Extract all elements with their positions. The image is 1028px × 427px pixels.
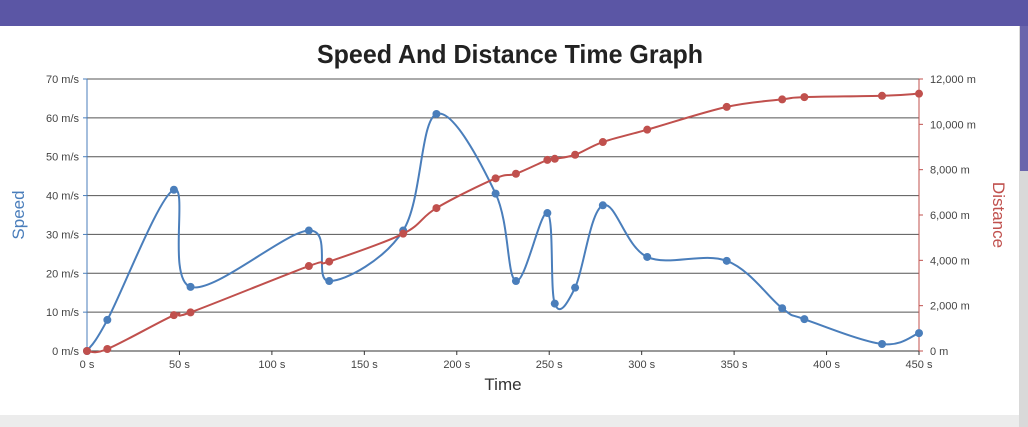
- y-tick-label: 70 m/s: [46, 74, 80, 86]
- speed-point[interactable]: [432, 109, 441, 118]
- chart-title: Speed And Distance Time Graph: [317, 39, 703, 69]
- x-tick-labels: 0 s 50 s 100 s 150 s 200 s 250 s 300 s 350 s 400…: [80, 351, 933, 371]
- distance-point[interactable]: [325, 257, 334, 266]
- x-tick-label: 350 s: [721, 359, 748, 371]
- distance-point[interactable]: [571, 150, 580, 159]
- distance-point[interactable]: [598, 138, 607, 147]
- y2-tick-label: 8,000 m: [930, 165, 970, 177]
- x-axis-title: Time: [484, 375, 521, 394]
- distance-point[interactable]: [800, 93, 809, 102]
- y2-axis-title: Distance: [989, 182, 1008, 248]
- x-tick-label: 250 s: [536, 359, 563, 371]
- speed-point[interactable]: [325, 277, 334, 286]
- distance-point[interactable]: [186, 308, 195, 317]
- speed-point[interactable]: [169, 185, 178, 194]
- y-tick-label: 20 m/s: [46, 268, 80, 280]
- x-tick-label: 300 s: [628, 359, 655, 371]
- y2-tick-label: 10,000 m: [930, 119, 976, 131]
- speed-point[interactable]: [491, 189, 500, 198]
- x-tick-label: 50 s: [169, 359, 190, 371]
- speed-point[interactable]: [800, 315, 809, 324]
- distance-point[interactable]: [511, 169, 520, 178]
- y2-tick-label: 2,000 m: [930, 301, 970, 313]
- speed-point[interactable]: [915, 329, 923, 338]
- y2-tick-label: 4,000 m: [930, 255, 970, 267]
- chart-card: [0, 26, 1019, 415]
- speed-point[interactable]: [878, 340, 887, 349]
- speed-point[interactable]: [304, 226, 313, 235]
- x-tick-label: 450 s: [906, 359, 933, 371]
- y-tick-label: 60 m/s: [46, 113, 80, 125]
- y-axis-title: Speed: [9, 190, 28, 239]
- distance-point[interactable]: [83, 347, 91, 355]
- speed-point[interactable]: [103, 315, 112, 324]
- speed-point[interactable]: [643, 252, 652, 261]
- y-tick-labels: 0 m/s 10 m/s 20 m/s 30 m/s 40 m/s 50 m/s 60 m/…: [46, 74, 87, 358]
- y2-tick-labels: 0 m 2,000 m 4,000 m 6,000 m 8,000 m 10,000 m 1…: [919, 74, 976, 358]
- speed-line: [86, 112, 920, 352]
- speed-point[interactable]: [598, 201, 607, 210]
- distance-point[interactable]: [169, 311, 178, 320]
- distance-point[interactable]: [543, 155, 552, 164]
- speed-point[interactable]: [511, 277, 520, 286]
- y-tick-label: 0 m/s: [52, 346, 79, 358]
- y-tick-label: 50 m/s: [46, 152, 80, 164]
- speed-point[interactable]: [778, 304, 787, 313]
- y-tick-label: 10 m/s: [46, 307, 80, 319]
- x-tick-label: 100 s: [258, 359, 285, 371]
- y2-tick-label: 12,000 m: [930, 74, 976, 86]
- distance-point[interactable]: [432, 204, 441, 213]
- distance-point[interactable]: [550, 154, 559, 163]
- y-tick-label: 40 m/s: [46, 191, 80, 203]
- x-tick-label: 400 s: [813, 359, 840, 371]
- y2-tick-label: 6,000 m: [930, 210, 970, 222]
- y-tick-label: 30 m/s: [46, 229, 80, 241]
- gridlines: [87, 78, 919, 313]
- series-layer: [83, 89, 923, 355]
- speed-point[interactable]: [722, 256, 731, 265]
- distance-point[interactable]: [643, 125, 652, 134]
- x-tick-label: 200 s: [443, 359, 470, 371]
- header-bar: [0, 0, 1028, 26]
- distance-point[interactable]: [491, 174, 500, 183]
- distance-point[interactable]: [915, 89, 923, 98]
- speed-point[interactable]: [186, 282, 195, 291]
- distance-point[interactable]: [878, 91, 887, 100]
- distance-point[interactable]: [103, 345, 112, 354]
- speed-point[interactable]: [550, 299, 559, 308]
- distance-line: [86, 92, 920, 354]
- distance-point[interactable]: [778, 95, 787, 104]
- x-tick-label: 150 s: [351, 359, 378, 371]
- speed-point[interactable]: [543, 209, 552, 218]
- scrollbar-track[interactable]: [1019, 26, 1028, 427]
- speed-point[interactable]: [571, 283, 580, 292]
- scrollbar-thumb[interactable]: [1020, 26, 1028, 171]
- distance-point[interactable]: [399, 229, 408, 238]
- y2-tick-label: 0 m: [930, 346, 948, 358]
- distance-point[interactable]: [304, 262, 313, 271]
- x-tick-label: 0 s: [80, 359, 95, 371]
- distance-point[interactable]: [722, 102, 731, 111]
